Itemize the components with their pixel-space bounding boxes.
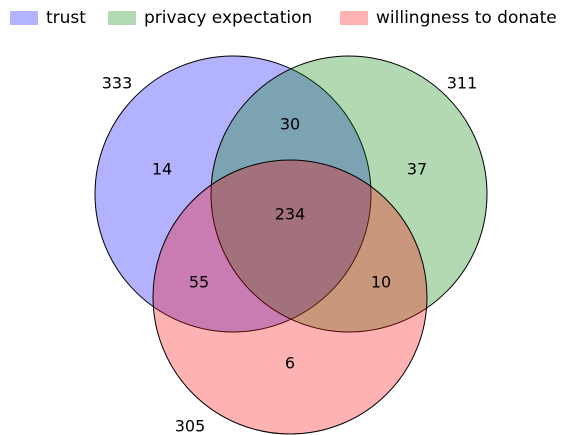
set-total-trust: 333 — [102, 74, 133, 93]
region-all-three: 234 — [275, 205, 306, 224]
legend-label-willingness-to-donate: willingness to donate — [376, 8, 557, 28]
circle-willingness-to-donate — [152, 159, 428, 435]
region-privacy-only: 37 — [407, 160, 427, 179]
circle-trust — [94, 55, 372, 333]
set-total-privacy-expectation: 311 — [447, 74, 478, 93]
region-privacy-donate: 10 — [371, 273, 391, 292]
set-total-willingness-to-donate: 305 — [175, 417, 206, 435]
legend-swatch-privacy-expectation — [108, 11, 136, 25]
legend-label-privacy-expectation: privacy expectation — [144, 8, 313, 28]
region-trust-donate: 55 — [189, 273, 209, 292]
legend-item-privacy-expectation: privacy expectation — [108, 8, 312, 28]
region-donate-only: 6 — [285, 354, 295, 373]
circle-privacy-expectation — [210, 55, 488, 333]
region-trust-only: 14 — [152, 160, 172, 179]
legend-label-trust: trust — [46, 8, 86, 28]
region-trust-privacy: 30 — [280, 115, 300, 134]
legend-item-willingness-to-donate: willingness to donate — [340, 8, 557, 28]
legend-swatch-trust — [10, 11, 38, 25]
legend-swatch-willingness-to-donate — [340, 11, 368, 25]
legend-item-trust: trust — [10, 8, 86, 28]
legend: trust privacy expectation willingness to… — [0, 0, 568, 36]
